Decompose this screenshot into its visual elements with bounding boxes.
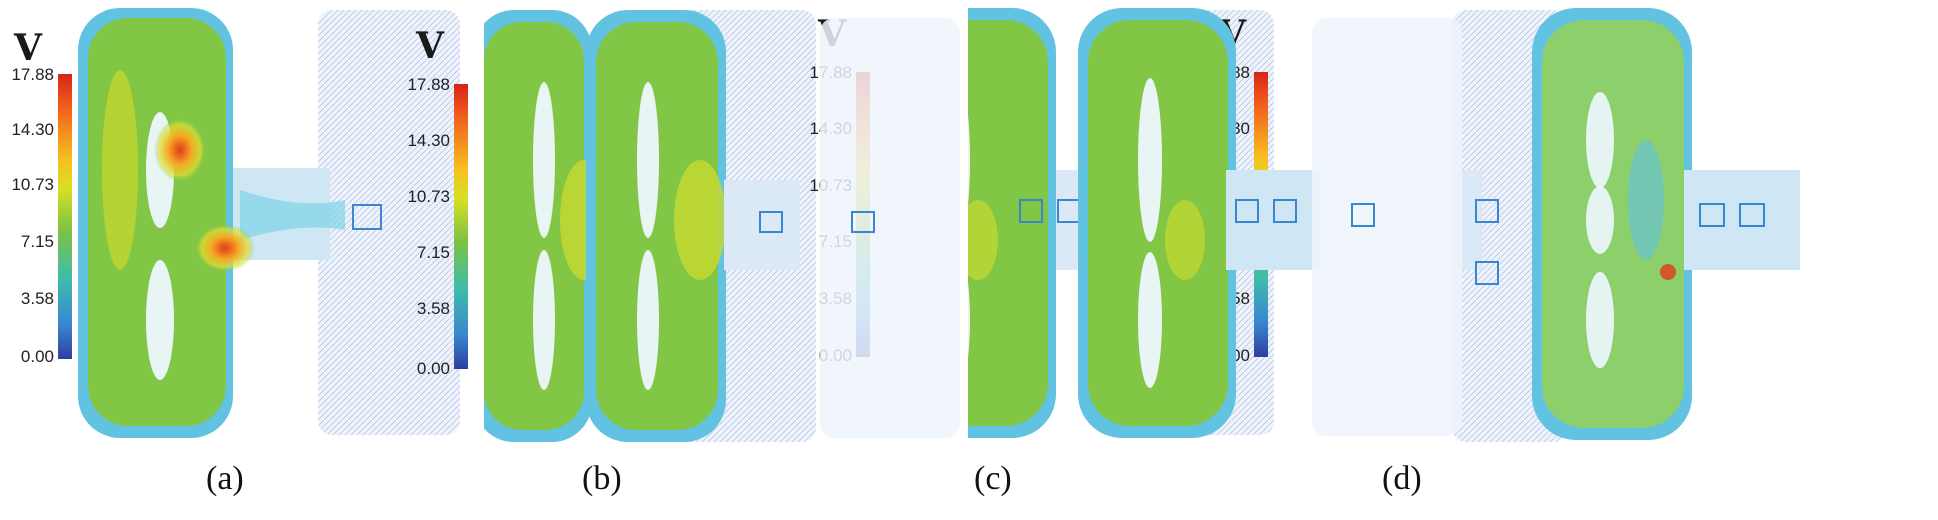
colorbar-tick-max: 17.88 xyxy=(809,63,852,82)
velocity-field-image-b xyxy=(484,10,816,442)
colorbar-tick-2: 14.30 xyxy=(809,119,852,138)
colorbar-tick-5: 3.58 xyxy=(416,299,450,318)
colorbar-tick-4: 7.15 xyxy=(416,243,450,262)
colorbar-tick-2: 14.30 xyxy=(11,120,54,139)
velocity-symbol: V xyxy=(1218,13,1246,55)
colorbar xyxy=(1254,72,1268,357)
velocity-symbol: V xyxy=(14,27,42,69)
colorbar-tick-3: 10.73 xyxy=(11,175,54,194)
colorbar-tick-min: 0.00 xyxy=(20,347,54,366)
panel-b: V 17.88 14.30 10.73 7.15 3.58 0.00 (b) xyxy=(407,0,968,520)
colorbar-tick-max: 17.88 xyxy=(1207,63,1250,82)
colorbar-tick-4: 7.15 xyxy=(818,232,852,251)
velocity-symbol: V xyxy=(818,13,846,55)
colorbar xyxy=(454,84,468,369)
colorbar-tick-min: 0.00 xyxy=(1216,346,1250,365)
colorbar-tick-max: 17.88 xyxy=(11,65,54,84)
colorbar-tick-4: 7.15 xyxy=(20,232,54,251)
panel-d: V 17.88 14.30 10.73 7.15 3.58 0.00 (d) xyxy=(1207,0,1938,520)
colorbar-tick-3: 10.73 xyxy=(407,187,450,206)
colorbar-tick-2: 14.30 xyxy=(407,131,450,150)
velocity-field-image-d xyxy=(1452,10,1568,442)
colorbar-tick-3: 10.73 xyxy=(1207,176,1250,195)
panel-caption-c: (c) xyxy=(974,460,1012,497)
colorbar-tick-max: 17.88 xyxy=(407,75,450,94)
velocity-field-image-a xyxy=(78,8,460,438)
colorbar-tick-4: 7.15 xyxy=(1216,232,1250,251)
velocity-symbol: V xyxy=(416,25,444,67)
panel-caption-d: (d) xyxy=(1382,460,1422,497)
colorbar-tick-min: 0.00 xyxy=(818,346,852,365)
panel-caption-a: (a) xyxy=(206,460,244,497)
colorbar-tick-2: 14.30 xyxy=(1207,119,1250,138)
colorbar-tick-min: 0.00 xyxy=(416,359,450,378)
panel-caption-b: (b) xyxy=(582,460,622,497)
panel-a: V 17.88 14.30 10.73 7.15 3.58 0.00 (a) xyxy=(0,0,484,520)
colorbar-tick-5: 3.58 xyxy=(818,289,852,308)
colorbar xyxy=(856,72,870,357)
colorbar-tick-5: 3.58 xyxy=(20,289,54,308)
colorbar-tick-3: 10.73 xyxy=(809,176,852,195)
colorbar-tick-5: 3.58 xyxy=(1216,289,1250,308)
colorbar xyxy=(58,74,72,359)
